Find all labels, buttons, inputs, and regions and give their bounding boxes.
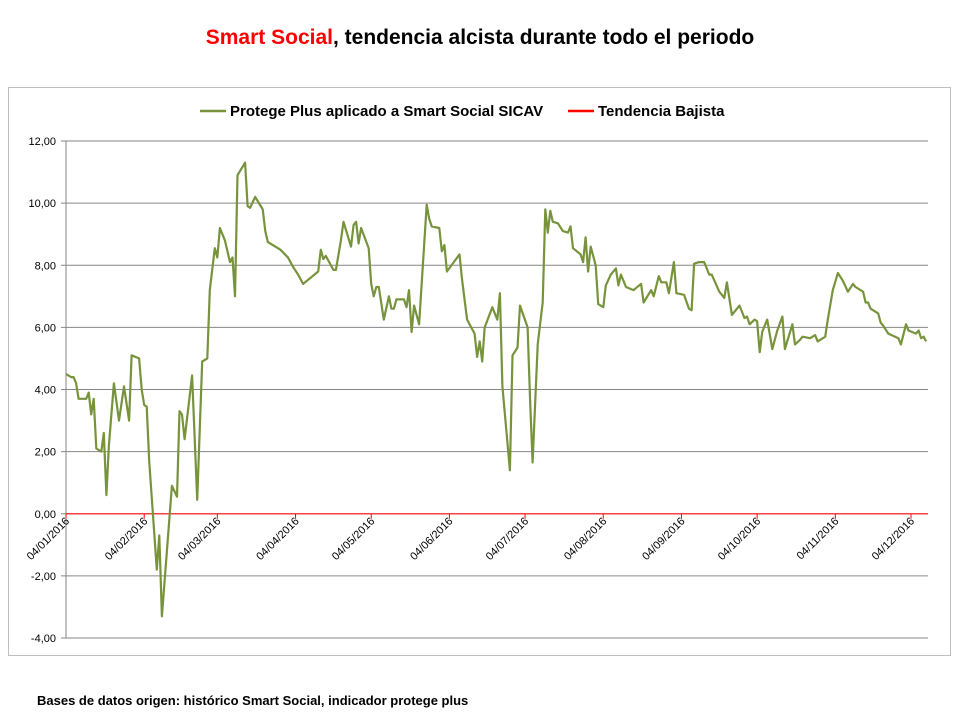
y-axis-tick-labels: -4,00 -2,00 0,00 2,00 4,00 6,00 8,00 10,00 12,00 [28,136,56,645]
title-rest: , tendencia alcista durante todo el peri… [332,26,755,49]
y-tick-label: 0,00 [35,509,56,521]
legend-label: Protege Plus aplicado a Smart Social SIC… [230,103,543,120]
x-tick-label: 04/10/2016 [716,515,763,562]
x-tick-label: 04/07/2016 [484,515,531,562]
x-tick-label: 04/05/2016 [330,515,377,562]
chart-title: Smart Social, tendencia alcista durante … [0,26,960,50]
y-tick-label: -2,00 [31,571,56,583]
x-tick-label: 04/08/2016 [562,515,609,562]
legend-label: Tendencia Bajista [598,103,725,120]
chart-frame [8,87,951,656]
gridlines [61,140,928,639]
series-lines [65,161,928,618]
y-tick-label: -4,00 [31,633,56,645]
x-tick-label: 04/02/2016 [103,515,150,562]
y-tick-label: 6,00 [35,322,56,334]
y-tick-label: 10,00 [28,198,56,210]
y-tick-label: 4,00 [35,385,56,397]
x-tick-label: 04/11/2016 [795,515,842,562]
x-tick-label: 04/09/2016 [640,515,687,562]
x-tick-label: 04/12/2016 [870,515,917,562]
protege-plus-line [65,161,928,618]
y-tick-label: 2,00 [35,447,56,459]
source-note: Bases de datos origen: histórico Smart S… [37,693,469,708]
x-tick-label: 04/04/2016 [254,515,301,562]
y-tick-label: 12,00 [28,136,56,148]
x-tick-label: 04/01/2016 [25,515,72,562]
legend: Protege Plus aplicado a Smart Social SIC… [200,103,725,120]
x-tick-label: 04/06/2016 [408,515,455,562]
y-tick-label: 8,00 [35,260,56,272]
title-highlight: Smart Social [205,26,333,49]
x-tick-label: 04/03/2016 [176,515,223,562]
